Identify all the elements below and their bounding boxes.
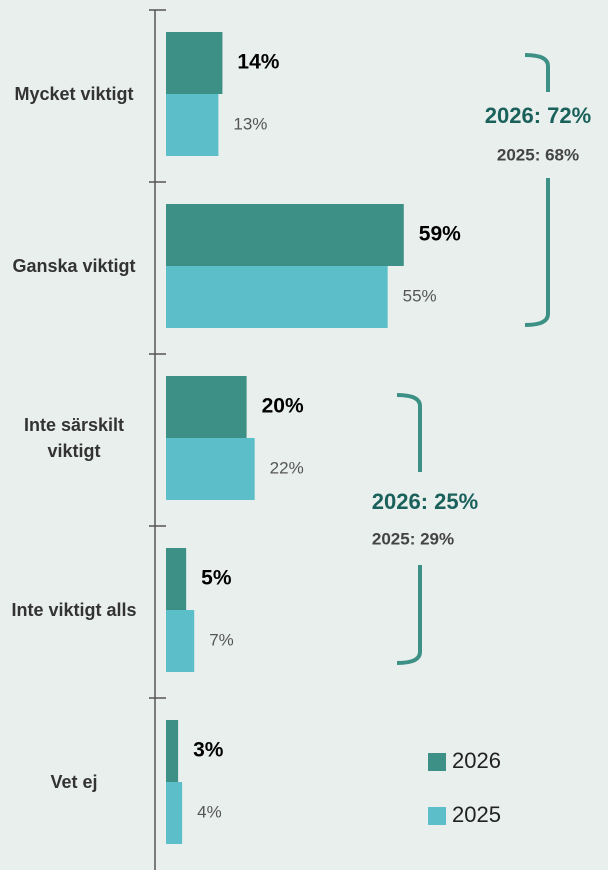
bar — [166, 782, 183, 844]
value-label: 7% — [209, 630, 234, 649]
value-label: 20% — [262, 395, 304, 418]
bar — [166, 204, 404, 266]
annotation: 2026: 72% — [485, 103, 591, 128]
bracket — [396, 393, 422, 665]
bar — [166, 32, 223, 94]
bar — [166, 94, 219, 156]
bar — [166, 438, 255, 500]
value-label: 59% — [419, 223, 461, 246]
annotation: 2025: 68% — [497, 145, 579, 164]
bar — [166, 610, 195, 672]
value-label: 55% — [403, 286, 437, 305]
value-label: 3% — [193, 739, 224, 762]
legend-swatch — [428, 807, 446, 825]
bar — [166, 720, 179, 782]
legend-label: 2026 — [452, 748, 501, 773]
category-label: Vet ej — [50, 772, 98, 792]
annotation: 2025: 29% — [372, 529, 454, 548]
value-label: 13% — [233, 114, 267, 133]
bar — [166, 548, 187, 610]
category-label: Ganska viktigt — [12, 256, 136, 276]
legend-label: 2025 — [452, 802, 501, 827]
bracket — [524, 53, 550, 327]
bar — [166, 266, 388, 328]
category-label: Inte viktigt alls — [11, 600, 137, 620]
value-label: 14% — [237, 51, 279, 74]
legend-swatch — [428, 753, 446, 771]
value-label: 4% — [197, 802, 222, 821]
category-label: Inte särskilt viktigt — [23, 415, 125, 461]
bar — [166, 376, 247, 438]
value-label: 5% — [201, 567, 232, 590]
annotation: 2026: 25% — [372, 489, 478, 514]
category-label: Mycket viktigt — [14, 84, 134, 104]
value-label: 22% — [270, 458, 304, 477]
